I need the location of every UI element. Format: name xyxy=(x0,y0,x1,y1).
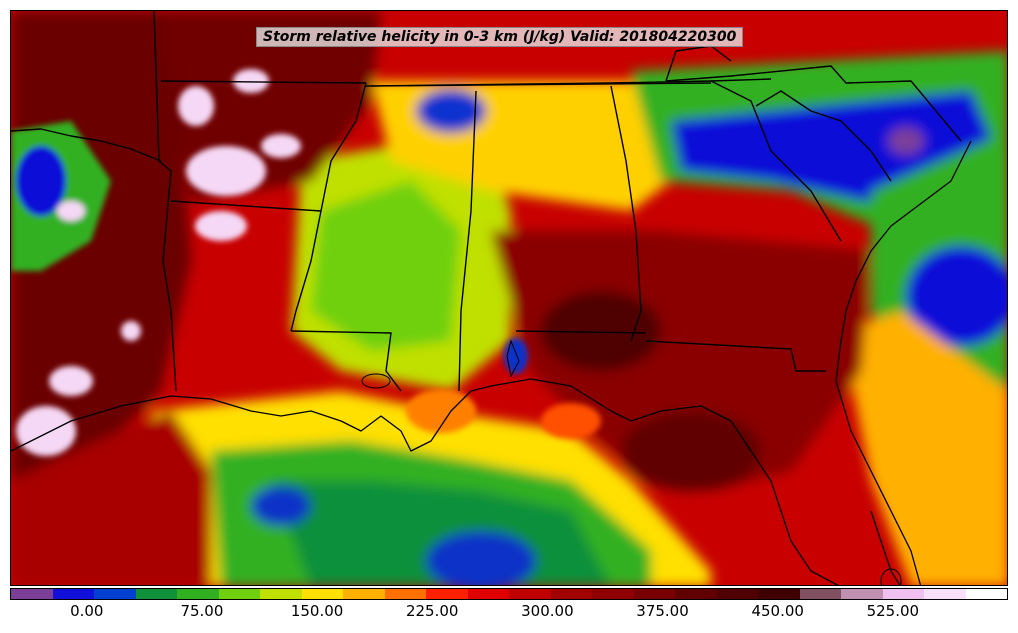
border-ms-river xyxy=(290,82,367,332)
colorbar-segment xyxy=(924,589,966,599)
colorbar-tick-label: 375.00 xyxy=(636,602,689,620)
field-pink-ark5 xyxy=(195,211,247,241)
lake-okeechobee xyxy=(880,568,902,585)
field-gulf-blue-center xyxy=(426,531,536,585)
field-atlantic-yellow xyxy=(841,311,1007,585)
coast-fl-keys xyxy=(870,510,901,585)
field-pink-tx3 xyxy=(121,321,141,341)
colorbar-segment xyxy=(218,589,260,599)
border-al-fl xyxy=(515,330,647,334)
field-sw-red xyxy=(11,411,211,585)
water-features xyxy=(361,339,902,585)
border-ark-la xyxy=(170,200,322,212)
colorbar-segment xyxy=(592,589,634,599)
colorbar-segment xyxy=(94,589,136,599)
border-tn-ky xyxy=(370,82,712,87)
colorbar-ticks: 0.00 75.00 150.00 225.00 300.00 375.00 450.00 5… xyxy=(10,602,1008,624)
border-ms-al xyxy=(458,90,477,392)
coast-louisiana xyxy=(210,385,492,452)
colorbar-segment xyxy=(384,589,426,599)
border-ga-sc xyxy=(710,80,842,242)
colorbar-segment xyxy=(301,589,343,599)
field-ne-purple xyxy=(888,127,924,155)
mobile-bay xyxy=(506,339,520,378)
helicity-map xyxy=(11,11,1007,585)
field-pink-ark4 xyxy=(233,69,269,93)
field-georgia-darkest xyxy=(541,291,661,371)
field-central-green xyxy=(311,181,461,351)
border-nc-va xyxy=(665,65,962,142)
colorbar-segment xyxy=(882,589,924,599)
coast-atlantic xyxy=(835,140,972,585)
colorbar-segment xyxy=(467,589,509,599)
field-nw-pink xyxy=(57,201,85,221)
colorbar-segment xyxy=(799,589,841,599)
field-gulf-orange xyxy=(541,403,601,439)
border-ark-west xyxy=(153,11,177,392)
colorbar-tick-label: 525.00 xyxy=(866,602,920,620)
border-ga-fl xyxy=(645,340,826,372)
state-borders xyxy=(11,11,962,392)
coast-texas xyxy=(11,395,212,452)
border-ark-mo xyxy=(160,80,367,84)
colorbar-segment xyxy=(841,589,883,599)
field-atlantic-blue xyxy=(906,246,1007,346)
colorbar-segment xyxy=(260,589,302,599)
colorbar-segment xyxy=(177,589,219,599)
border-nc-sc xyxy=(755,90,892,182)
colorbar-tick-label: 0.00 xyxy=(70,602,104,620)
colorbar-segment xyxy=(52,589,94,599)
colorbar-segment xyxy=(758,589,800,599)
field-pink-tx2 xyxy=(16,406,76,456)
colorbar-segment xyxy=(965,589,1007,599)
colorbar xyxy=(10,588,1008,600)
colorbar-tick-label: 150.00 xyxy=(290,602,344,620)
colorbar-tick-label: 450.00 xyxy=(751,602,804,620)
colorbar-segment xyxy=(716,589,758,599)
colorbar-segment xyxy=(509,589,551,599)
colorbar-segment xyxy=(343,589,385,599)
border-la-ms xyxy=(290,330,402,392)
colorbar-segment xyxy=(11,589,53,599)
field-pink-ark2 xyxy=(178,86,214,126)
border-nc-tn xyxy=(665,45,732,82)
field-tn-blue xyxy=(416,89,486,133)
border-al-ga xyxy=(610,85,642,342)
field-pink-ark3 xyxy=(261,134,301,158)
colorbar-segment xyxy=(135,589,177,599)
colorbar-segment xyxy=(426,589,468,599)
field-nola-orange xyxy=(406,389,476,433)
colorbar-segment xyxy=(550,589,592,599)
field-nw-blue xyxy=(16,146,66,216)
field-mobile-blue xyxy=(504,338,528,374)
colorbar-tick-label: 300.00 xyxy=(521,602,574,620)
field-pink-ark1 xyxy=(186,146,266,196)
map-title: Storm relative helicity in 0-3 km (J/kg)… xyxy=(256,27,744,47)
border-ok-tx xyxy=(11,128,162,162)
colorbar-segment xyxy=(633,589,675,599)
coast-gulf-east xyxy=(490,378,839,585)
field-pink-tx1 xyxy=(49,366,93,396)
colorbar-tick-label: 225.00 xyxy=(405,602,459,620)
coastline xyxy=(11,140,972,585)
lake-pontchartrain xyxy=(361,373,391,389)
field-gulf-blue-west xyxy=(251,486,311,526)
field-florida-darkest xyxy=(621,411,761,491)
map-panel: Storm relative helicity in 0-3 km (J/kg)… xyxy=(10,10,1008,586)
colorbar-segment xyxy=(675,589,717,599)
colorbar-tick-label: 75.00 xyxy=(180,602,224,620)
